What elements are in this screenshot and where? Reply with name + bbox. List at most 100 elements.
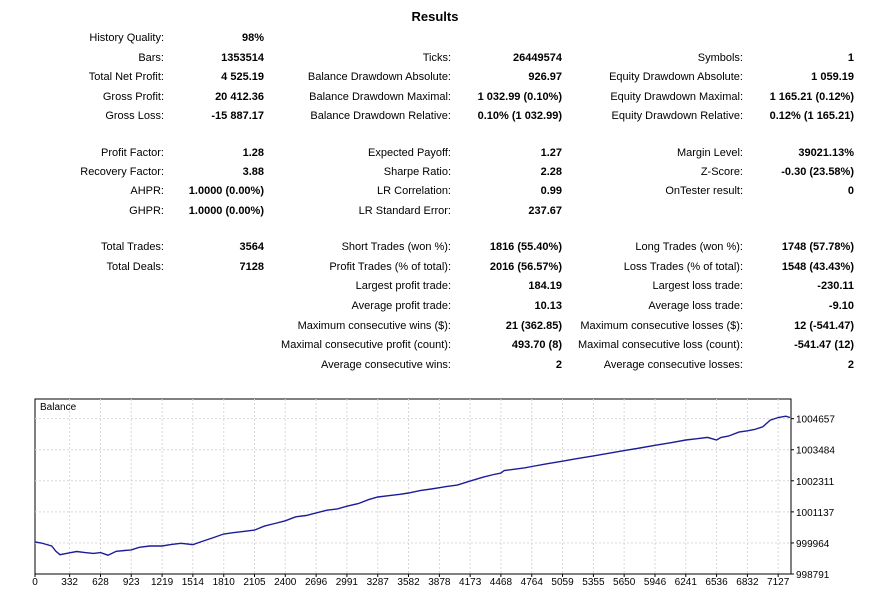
largest-loss-trade-label: Largest loss trade: (652, 280, 744, 292)
average-profit-trade-value: 10.13 (534, 300, 562, 312)
average-loss-trade-value: -9.10 (828, 300, 854, 312)
x-tick-label: 332 (61, 577, 78, 588)
bars-value: 1353514 (221, 52, 264, 64)
balance-dd-maximal-value: 1 032.99 (0.10%) (477, 91, 562, 103)
largest-loss-trade-value: -230.11 (817, 280, 854, 292)
recovery-factor-value: 3.88 (242, 166, 264, 178)
x-tick-label: 6536 (705, 577, 728, 588)
x-tick-label: 5650 (613, 577, 636, 588)
margin-level-label: Margin Level: (676, 147, 743, 159)
equity-dd-relative-value: 0.12% (1 165.21) (769, 110, 854, 122)
ontester-result-value: 0 (847, 185, 854, 197)
history-quality-label: History Quality: (89, 32, 164, 44)
x-tick-label: 628 (92, 577, 109, 588)
ghpr-value: 1.0000 (0.00%) (188, 205, 264, 217)
history-quality-value: 98% (241, 32, 264, 44)
x-tick-label: 6832 (736, 577, 759, 588)
equity-dd-absolute-value: 1 059.19 (811, 71, 854, 83)
largest-profit-trade-label: Largest profit trade: (355, 280, 451, 292)
lr-standard-error-label: LR Standard Error: (358, 205, 451, 217)
balance-dd-relative-label: Balance Drawdown Relative: (310, 110, 451, 122)
total-trades-label: Total Trades: (101, 241, 164, 253)
chart-title: Balance (40, 402, 77, 413)
balance-dd-absolute-label: Balance Drawdown Absolute: (307, 71, 451, 83)
long-trades-label: Long Trades (won %): (635, 241, 743, 253)
y-tick-label: 1002311 (796, 477, 835, 488)
equity-dd-maximal-value: 1 165.21 (0.12%) (769, 91, 854, 103)
gross-loss-label: Gross Loss: (105, 110, 164, 122)
ahpr-label: AHPR: (130, 185, 164, 197)
total-deals-value: 7128 (239, 261, 264, 273)
y-tick-label: 998791 (796, 570, 830, 581)
max-consecutive-losses-label: Maximum consecutive losses ($): (580, 320, 743, 332)
average-profit-trade-label: Average profit trade: (351, 300, 451, 312)
x-tick-label: 2400 (274, 577, 297, 588)
equity-dd-maximal-label: Equity Drawdown Maximal: (610, 91, 743, 103)
average-consecutive-wins-label: Average consecutive wins: (320, 359, 451, 371)
largest-profit-trade-value: 184.19 (528, 280, 562, 292)
x-tick-label: 3582 (397, 577, 420, 588)
x-tick-label: 2696 (305, 577, 328, 588)
loss-trades-value: 1548 (43.43%) (781, 261, 854, 273)
x-tick-label: 5059 (551, 577, 574, 588)
average-consecutive-wins-value: 2 (555, 359, 562, 371)
x-axis-ticks: 0 332 628 923 1219 1514 1810 2105 2400 2696 2991 32… (32, 574, 790, 588)
expected-payoff-value: 1.27 (540, 147, 562, 159)
x-tick-label: 0 (32, 577, 38, 588)
sharpe-ratio-label: Sharpe Ratio: (383, 166, 451, 178)
x-tick-label: 7127 (767, 577, 790, 588)
total-trades-value: 3564 (239, 241, 264, 253)
x-tick-label: 2991 (336, 577, 359, 588)
total-deals-label: Total Deals: (106, 261, 164, 273)
ahpr-value: 1.0000 (0.00%) (188, 185, 264, 197)
chart-frame (34, 398, 792, 575)
y-tick-label: 999964 (796, 539, 830, 550)
balance-dd-absolute-value: 926.97 (528, 71, 562, 83)
gross-profit-label: Gross Profit: (102, 91, 164, 103)
short-trades-value: 1816 (55.40%) (489, 241, 562, 253)
expected-payoff-label: Expected Payoff: (368, 147, 451, 159)
average-consecutive-losses-value: 2 (847, 359, 854, 371)
ghpr-label: GHPR: (129, 205, 164, 217)
x-tick-label: 2105 (243, 577, 266, 588)
chart-grid (35, 399, 791, 574)
lr-correlation-label: LR Correlation: (377, 185, 451, 197)
results-title: Results (411, 9, 459, 24)
x-tick-label: 4764 (521, 577, 544, 588)
max-consecutive-wins-value: 21 (362.85) (505, 320, 562, 332)
max-consecutive-wins-label: Maximum consecutive wins ($): (297, 320, 451, 332)
x-tick-label: 1810 (213, 577, 236, 588)
long-trades-value: 1748 (57.78%) (781, 241, 854, 253)
x-tick-label: 1514 (182, 577, 205, 588)
profit-factor-value: 1.28 (242, 147, 264, 159)
recovery-factor-label: Recovery Factor: (80, 166, 164, 178)
symbols-value: 1 (847, 52, 854, 64)
equity-dd-absolute-label: Equity Drawdown Absolute: (609, 71, 743, 83)
x-tick-label: 3287 (367, 577, 390, 588)
x-tick-label: 4173 (459, 577, 482, 588)
ontester-result-label: OnTester result: (665, 185, 743, 197)
x-tick-label: 5946 (644, 577, 667, 588)
maximal-consecutive-loss-value: -541.47 (12) (794, 339, 854, 351)
x-tick-label: 5355 (582, 577, 605, 588)
average-consecutive-losses-label: Average consecutive losses: (603, 359, 743, 371)
gross-profit-value: 20 412.36 (215, 91, 264, 103)
profit-trades-label: Profit Trades (% of total): (329, 261, 451, 273)
maximal-consecutive-loss-label: Maximal consecutive loss (count): (577, 339, 743, 351)
bars-label: Bars: (138, 52, 164, 64)
total-net-profit-value: 4 525.19 (221, 71, 264, 83)
y-tick-label: 1004657 (796, 415, 835, 426)
average-loss-trade-label: Average loss trade: (648, 300, 743, 312)
gross-loss-value: -15 887.17 (211, 110, 264, 122)
max-consecutive-losses-value: 12 (-541.47) (794, 320, 854, 332)
x-tick-label: 3878 (428, 577, 451, 588)
maximal-consecutive-profit-label: Maximal consecutive profit (count): (281, 339, 451, 351)
balance-series-line (34, 415, 791, 556)
maximal-consecutive-profit-value: 493.70 (8) (511, 339, 562, 351)
sharpe-ratio-value: 2.28 (540, 166, 562, 178)
balance-dd-maximal-label: Balance Drawdown Maximal: (309, 91, 451, 103)
margin-level-value: 39021.13% (798, 147, 854, 159)
ticks-label: Ticks: (422, 52, 451, 64)
profit-trades-value: 2016 (56.57%) (489, 261, 562, 273)
loss-trades-label: Loss Trades (% of total): (623, 261, 743, 273)
